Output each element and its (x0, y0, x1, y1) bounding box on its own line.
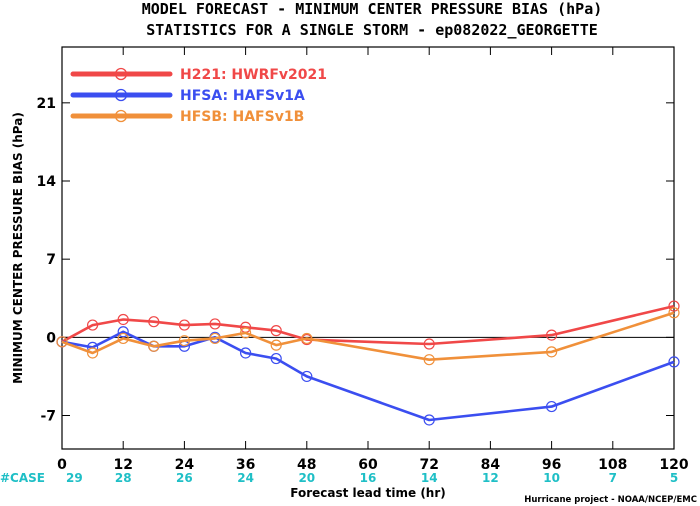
series-1-point (209, 318, 221, 330)
series-line-2 (61, 330, 675, 422)
series-1-point (178, 319, 190, 331)
x-tick-label: 24 (175, 457, 195, 473)
case-counts: #CASE 29 28 26 24 20 16 14 12 10 7 5 (0, 471, 678, 485)
case-count: 28 (115, 471, 132, 485)
case-count-label: #CASE (0, 471, 45, 485)
x-tick-label: 0 (57, 457, 67, 473)
series-1-point (270, 325, 282, 337)
case-count: 10 (543, 471, 560, 485)
series-2-point (545, 400, 558, 413)
x-tick-label: 96 (542, 457, 561, 473)
y-tick-label: -7 (40, 409, 56, 425)
x-tick-label: 84 (481, 457, 501, 473)
series-1-point (545, 329, 558, 341)
x-tick-label: 12 (113, 457, 132, 473)
series-3-point (240, 327, 252, 339)
legend: H221: HWRFv2021 HFSA: HAFSv1A HFSB: HAFSv1… (70, 67, 327, 125)
series-2-point (270, 352, 282, 365)
series-2-point (117, 326, 129, 338)
plot-area (61, 46, 675, 450)
legend-marker-2 (114, 88, 128, 102)
series-1-point (86, 319, 99, 331)
legend-marker-3 (114, 109, 128, 123)
series-1-point (148, 316, 160, 328)
x-tick-label: 48 (297, 457, 316, 473)
series-2-point (423, 414, 435, 426)
series-1-point (668, 300, 680, 312)
legend-label-1: H221: HWRFv2021 (180, 67, 327, 83)
series-3-point (86, 347, 99, 359)
case-count: 29 (66, 471, 83, 485)
chart-title-line1: MODEL FORECAST - MINIMUM CENTER PRESSURE… (142, 0, 603, 18)
y-axis-ticks: -7 0 7 14 21 (37, 96, 674, 425)
series-3-point (270, 339, 282, 351)
series-3-point (56, 336, 68, 348)
x-tick-label: 108 (598, 457, 627, 473)
y-tick-label: 7 (46, 252, 56, 268)
x-tick-label: 72 (419, 457, 438, 473)
case-count: 16 (360, 471, 377, 485)
series-3-point (423, 354, 435, 366)
series-3-point (178, 335, 190, 347)
x-tick-label: 36 (236, 457, 255, 473)
case-count: 24 (237, 471, 254, 485)
series-line-1 (61, 304, 675, 346)
y-tick-label: 14 (37, 174, 57, 190)
series-3-point (545, 346, 558, 358)
series-3-point (148, 340, 160, 352)
series-3-point (668, 307, 680, 319)
case-count: 5 (670, 471, 678, 485)
case-count: 26 (176, 471, 193, 485)
x-tick-label: 120 (659, 457, 688, 473)
x-axis-label: Forecast lead time (hr) (290, 486, 446, 500)
y-axis-label: MINIMUM CENTER PRESSURE BIAS (hPa) (11, 112, 25, 384)
x-axis-ticks: 0 12 24 36 48 60 72 84 96 108 120 (57, 47, 689, 473)
case-count: 12 (482, 471, 499, 485)
series-2-point (301, 370, 313, 383)
series-1-point (423, 338, 435, 350)
series-3-point (117, 332, 129, 345)
y-tick-label: 21 (37, 96, 56, 112)
y-tick-label: 0 (46, 330, 56, 346)
x-tick-label: 60 (358, 457, 378, 473)
legend-marker-1 (114, 67, 128, 81)
case-count: 7 (609, 471, 617, 485)
case-count: 20 (298, 471, 315, 485)
series-3-point (209, 332, 221, 345)
legend-label-2: HFSA: HAFSv1A (180, 88, 305, 104)
series-line-3 (61, 311, 675, 362)
series-layer (56, 300, 680, 426)
series-2-point (668, 356, 680, 368)
series-3-point (301, 332, 313, 345)
series-1-point (117, 313, 129, 326)
case-count: 14 (421, 471, 438, 485)
legend-label-3: HFSB: HAFSv1B (180, 109, 304, 125)
credit-text: Hurricane project - NOAA/NCEP/EMC (524, 495, 697, 505)
chart-title-line2: STATISTICS FOR A SINGLE STORM - ep082022… (146, 21, 598, 39)
series-2-point (240, 347, 252, 359)
